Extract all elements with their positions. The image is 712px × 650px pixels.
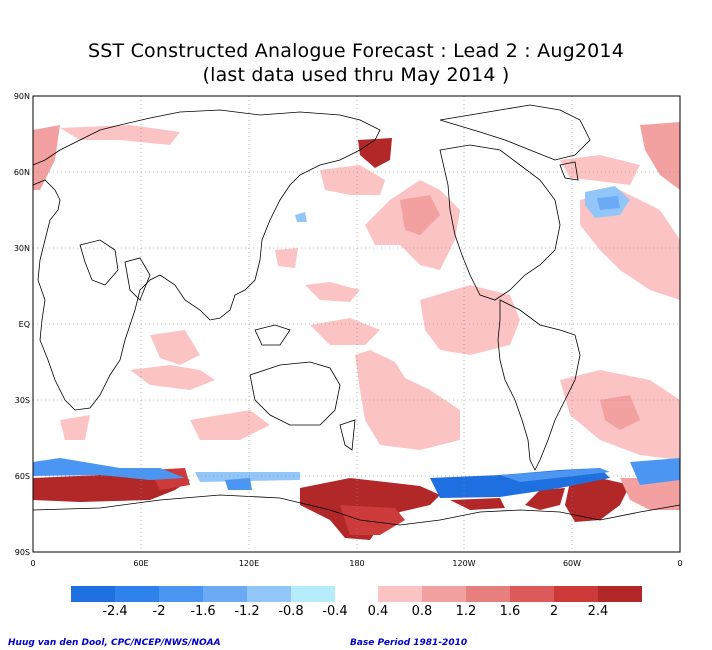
legend-label: -2: [153, 604, 166, 619]
legend-swatch: [203, 586, 247, 602]
cold-anomalies: [33, 186, 680, 498]
lon-label: 0: [30, 559, 35, 568]
credit-text: Huug van den Dool, CPC/NCEP/NWS/NOAA: [8, 638, 221, 648]
legend-label: -0.4: [322, 604, 347, 619]
legend-label: -2.4: [102, 604, 127, 619]
legend-label: -1.2: [234, 604, 259, 619]
legend-swatch: [598, 586, 642, 602]
lat-label: 60S: [15, 472, 30, 481]
legend-labels: -2.4 -2 -1.6 -1.2 -0.8 -0.4 0.4 0.8 1.2 1.6 2 2.4: [102, 604, 608, 619]
legend-swatch: [554, 586, 598, 602]
lon-label: 120E: [239, 559, 259, 568]
lat-label: 30S: [15, 396, 30, 405]
lon-label: 120W: [452, 559, 475, 568]
lat-label: EQ: [19, 320, 30, 329]
base-period-text: Base Period 1981-2010: [350, 638, 468, 648]
lat-label: 90S: [15, 548, 30, 557]
map-subtitle: (last data used thru May 2014 ): [202, 64, 510, 86]
legend-swatch: [115, 586, 159, 602]
warm-anomalies: [33, 122, 680, 540]
legend-negative-swatches: [71, 586, 335, 602]
lat-label: 60N: [14, 168, 30, 177]
legend-swatch: [159, 586, 203, 602]
legend-label: 2.4: [588, 604, 609, 619]
map-body: [32, 104, 681, 540]
lat-label: 90N: [14, 92, 30, 101]
legend-label: 0.8: [412, 604, 433, 619]
legend-label: -1.6: [190, 604, 215, 619]
legend-label: 1.6: [500, 604, 521, 619]
longitude-labels: 0 60E 120E 180 120W 60W 0: [30, 559, 682, 568]
legend-swatch: [247, 586, 291, 602]
legend-label: 0.4: [368, 604, 389, 619]
legend-swatch: [378, 586, 422, 602]
legend-swatch: [510, 586, 554, 602]
legend-label: 2: [550, 604, 558, 619]
lon-label: 180: [349, 559, 364, 568]
map-title: SST Constructed Analogue Forecast : Lead…: [88, 40, 624, 62]
legend-swatch: [422, 586, 466, 602]
coastlines: [32, 104, 681, 526]
legend-swatch: [291, 586, 335, 602]
lon-label: 60W: [563, 559, 581, 568]
lon-label: 0: [677, 559, 682, 568]
lon-label: 60E: [133, 559, 148, 568]
map-frame: [32, 95, 681, 553]
latitude-labels: 90N 60N 30N EQ 30S 60S 90S: [14, 92, 30, 557]
color-legend: -2.4 -2 -1.6 -1.2 -0.8 -0.4 0.4 0.8 1.2 1.6 2 2.4: [71, 586, 642, 619]
legend-swatch: [71, 586, 115, 602]
lat-label: 30N: [14, 244, 30, 253]
grid-lines: [33, 96, 680, 552]
legend-swatch: [466, 586, 510, 602]
legend-label: 1.2: [456, 604, 477, 619]
legend-label: -0.8: [278, 604, 303, 619]
legend-positive-swatches: [378, 586, 642, 602]
